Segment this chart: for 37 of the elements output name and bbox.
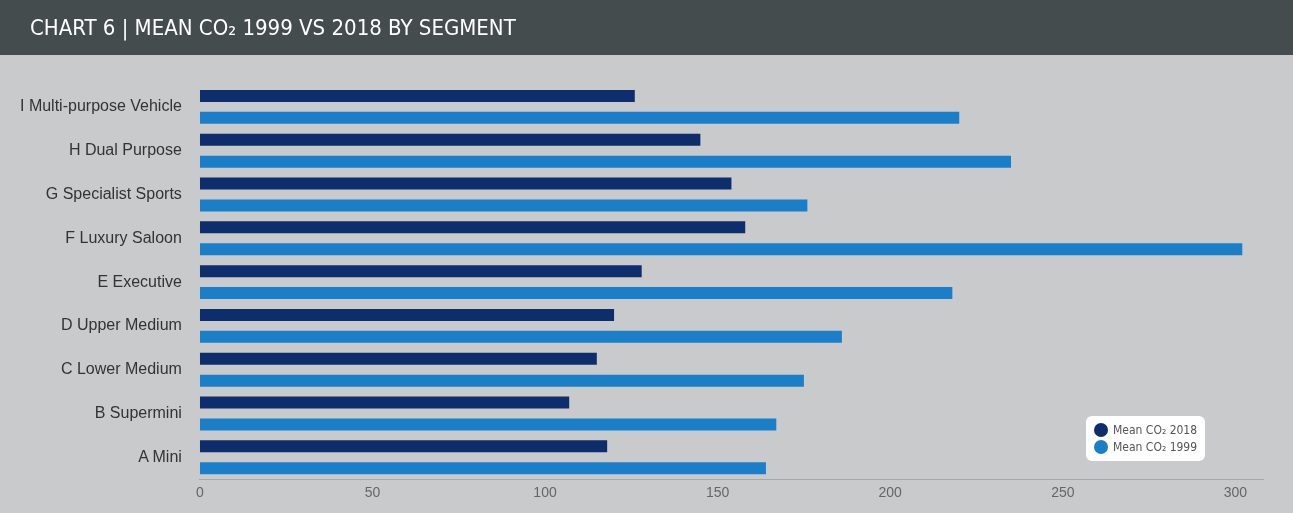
bar — [199, 374, 804, 387]
bar — [199, 243, 1243, 256]
x-tick-label: 300 — [1223, 484, 1248, 501]
y-tick-label: H Dual Purpose — [68, 141, 182, 159]
bar — [199, 133, 701, 146]
bar — [199, 352, 597, 365]
bar — [199, 265, 642, 278]
x-tick-label: 50 — [364, 484, 381, 501]
chart-title: CHART 6 | MEAN CO₂ 1999 VS 2018 BY SEGMENT — [0, 0, 1293, 55]
y-tick-label: D Upper Medium — [60, 316, 182, 334]
bar — [199, 396, 570, 409]
y-tick-label: C Lower Medium — [60, 360, 182, 378]
x-tick-label: 100 — [533, 484, 557, 501]
bar — [199, 308, 615, 321]
y-tick-label: F Luxury Saloon — [65, 228, 182, 246]
bar — [199, 221, 746, 234]
legend-label: Mean CO₂ 2018 — [1113, 423, 1198, 438]
bar — [199, 89, 635, 102]
y-tick-label: E Executive — [97, 272, 182, 290]
legend-label: Mean CO₂ 1999 — [1113, 440, 1198, 455]
y-tick-label: B Supermini — [94, 403, 182, 421]
bar — [199, 155, 1012, 168]
bar — [199, 440, 608, 453]
x-tick-label: 250 — [1051, 484, 1075, 501]
bar — [199, 177, 732, 190]
bar — [199, 287, 953, 300]
bar — [199, 462, 766, 475]
bar — [199, 111, 960, 124]
bar — [199, 330, 842, 343]
y-tick-label: I Multi-purpose Vehicle — [20, 97, 182, 115]
x-tick-label: 0 — [195, 484, 204, 501]
y-tick-label: A Mini — [138, 447, 182, 465]
x-tick-label: 200 — [878, 484, 903, 501]
y-tick-label: G Specialist Sports — [45, 184, 182, 202]
bar — [199, 418, 777, 431]
x-tick-label: 150 — [705, 484, 730, 501]
bar — [199, 199, 808, 212]
